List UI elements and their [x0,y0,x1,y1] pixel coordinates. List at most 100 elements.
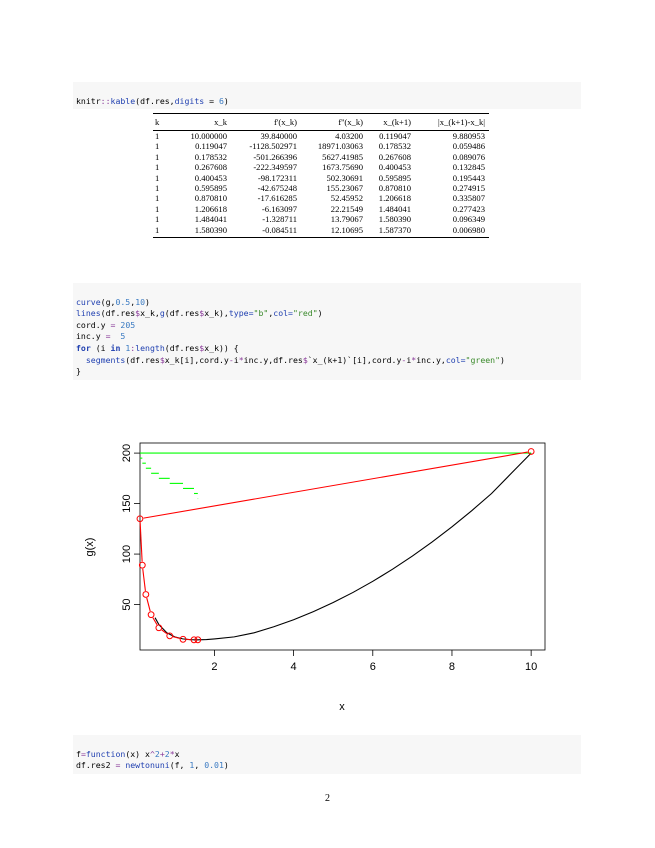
code-token: * [169,748,175,759]
table-cell: 1 [155,141,160,152]
code-token: = [115,760,121,771]
code-token: lines [76,308,101,319]
code-token: * [238,354,244,365]
table-cell: 1 [153,224,173,239]
iteration-point [136,515,144,523]
y-tick-label: 50 [121,598,133,610]
code-token: type= [228,308,254,319]
table-cell: -42.675248 [257,183,297,194]
table-cell: 0.267608 [378,151,411,162]
code-token: for [76,342,91,353]
table-header-row: k x_k f'(x_k) f''(x_k) x_(k+1) |x_(k+1)-… [153,113,489,131]
table-row: 1 1.580390 -0.084511 12.10695 1.587370 0.0069… [153,224,489,239]
code-token: 0.01 [204,760,224,771]
y-tick-label: 100 [121,545,133,563]
code-token: (x) x [125,748,150,759]
newton-iteration-plot: 2 4 6 8 10 50 100 150 200 x g(x) [84,442,546,713]
table-cell: 0.335807 [452,193,485,204]
code-token: curve [76,296,101,307]
table-cell: -1.328711 [262,214,297,225]
table-row: 1 10.000000 39.840000 4.03200 0.119047 9.8809… [153,131,489,142]
code-token: = [80,748,86,759]
code-token: x_k)) { [204,342,239,353]
table-cell: 12.10695 [301,224,367,239]
code-token: = [204,95,219,106]
code-chunk-kable: knitr::kable(df.res,digits = 6) [73,82,581,110]
table-cell: 0.096349 [452,214,485,225]
table-row: 1 0.119047 -1128.502971 18971.03063 0.178532… [153,141,489,151]
col-header: x_(k+1) [367,113,415,131]
iteration-line [152,617,158,625]
table-cell: 1 [155,172,160,183]
results-table: k x_k f'(x_k) f''(x_k) x_(k+1) |x_(k+1)-… [153,113,489,239]
code-token: x_k[i],cord.y [164,354,229,365]
code-token: i [233,354,239,365]
code-token: function [85,748,126,759]
code-token: $ [159,354,165,365]
iteration-point [194,636,202,644]
iteration-line [139,522,143,562]
page-number: 2 [325,793,330,804]
code-token: ^ [149,748,155,759]
table-row: 1 0.595895 -42.675248 155.23067 0.870810 0.27… [153,183,489,193]
table-cell: 1.484041 [194,214,227,225]
code-token: = [110,319,116,330]
col-header: |x_(k+1)-x_k| [415,113,489,131]
table-cell: 0.006980 [415,224,489,239]
code-token: :: [100,95,111,106]
table-cell: 1 [155,151,160,162]
iteration-point [142,591,150,598]
table-cell: 0.059486 [452,141,485,152]
table-cell: 0.132845 [452,162,485,173]
table-cell: 1.580390 [378,214,411,225]
code-token: , [130,296,136,307]
table-cell: 1 [155,162,160,173]
x-tick-label: 6 [370,661,376,673]
code-token: ) [145,296,150,307]
table-cell: 1 [155,214,160,225]
code-token: 5 [120,331,126,342]
table-cell: 0.400453 [194,172,227,183]
iteration-point [155,624,163,632]
table-cell: 0.595895 [194,183,227,194]
code-token: col= [273,308,293,319]
code-token: g [159,308,165,319]
y-axis-label: g(x) [84,538,96,557]
x-tick-label: 4 [291,661,297,673]
code-token: cord.y [76,319,111,330]
code-token: x [174,748,180,759]
table-cell: 10.000000 [190,131,227,141]
table-cell: 18971.03063 [317,141,363,152]
iteration-point [138,561,146,569]
table-cell: 0.178532 [194,151,227,162]
table-cell: 0.870810 [194,193,227,204]
table-cell: -17.616285 [257,193,297,204]
code-token: (df.res, [135,95,175,106]
code-token: knitr [76,95,101,106]
y-tick-label: 150 [121,494,133,512]
code-token: - [228,354,234,365]
table-cell: 13.79067 [330,214,363,225]
table-row: 1 0.178532 -501.266396 5627.41985 0.267608 0.… [153,152,489,162]
table-cell: 4.03200 [335,131,363,141]
code-token: segments [85,354,126,365]
code-token: (f, [169,760,190,771]
code-token: x_k, [140,308,160,319]
iteration-line [173,636,180,639]
code-token: 6 [218,95,224,106]
code-token: - [401,354,407,365]
iteration-point [147,611,155,619]
table-cell: 1.587370 [367,224,415,239]
code-token: $ [135,308,141,319]
table-row: 1 0.400453 -98.172311 502.30691 0.595895 0.19… [153,173,489,183]
code-token: (df.res [125,354,160,365]
plot-frame [139,442,546,651]
code-token: , [268,308,274,319]
table-cell: 0.870810 [378,183,411,194]
iteration-point [527,448,535,455]
table-cell: -222.349597 [253,162,297,173]
function-curve [154,452,532,641]
iteration-point [190,636,198,644]
code-token: , [194,760,205,771]
code-token: (df.res [164,342,200,353]
